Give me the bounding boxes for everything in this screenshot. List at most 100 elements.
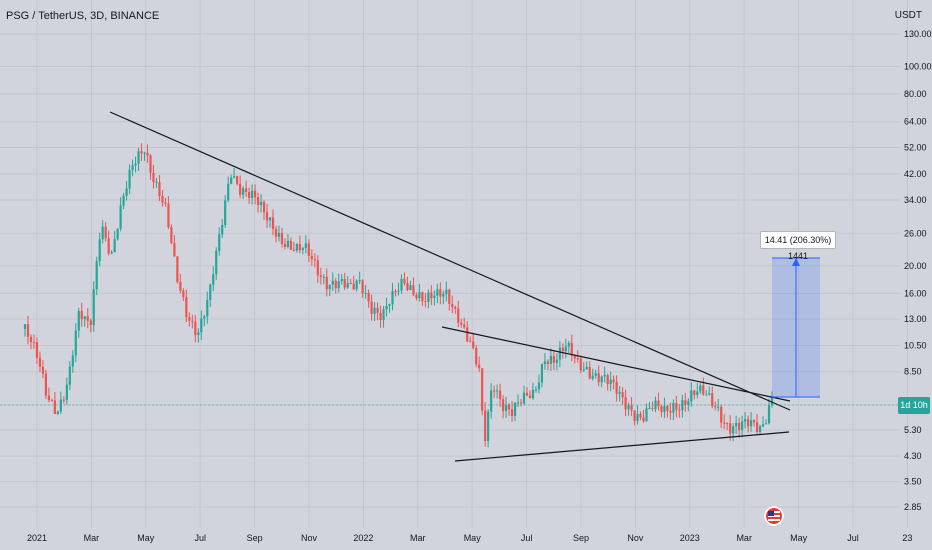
candle-body — [588, 366, 591, 379]
candle-body — [585, 366, 588, 370]
candle-body — [343, 278, 346, 288]
candle-body — [218, 234, 221, 251]
candle-body — [729, 423, 732, 434]
candle-body — [409, 285, 412, 291]
candle-body — [26, 324, 30, 337]
candle-body — [433, 295, 436, 299]
candle-body — [594, 373, 597, 376]
candle-body — [466, 327, 469, 342]
candle-body — [167, 203, 170, 228]
candle-body — [134, 163, 137, 166]
trendlines — [109, 111, 791, 462]
candle-body — [484, 410, 487, 441]
candle-body — [400, 278, 403, 291]
candle-body — [125, 188, 128, 196]
candle-body — [104, 226, 107, 239]
price-tick-label: 52.00 — [904, 142, 927, 152]
candle-body — [242, 188, 245, 195]
candle-body — [143, 152, 146, 154]
candle-body — [755, 422, 759, 433]
candle-body — [298, 243, 301, 251]
candle-body — [633, 410, 636, 421]
candle-body — [29, 336, 33, 342]
time-axis[interactable]: 2021 Mar May Jul Sep Nov 2022 Mar May Jul Sep Nov 20… — [27, 533, 912, 543]
candle-body — [35, 342, 39, 358]
candle-body — [77, 310, 80, 331]
candle-body — [41, 366, 45, 374]
candle-body — [412, 285, 415, 295]
candle-body — [191, 320, 194, 322]
candle-body — [738, 422, 741, 431]
lower-triangle-trendline[interactable] — [454, 431, 790, 462]
candle-body — [331, 280, 334, 285]
candle-body — [424, 301, 427, 303]
candle-body — [179, 282, 182, 291]
candle-body — [74, 330, 77, 356]
currency-label: USDT — [894, 10, 922, 21]
candle-body — [170, 227, 173, 244]
candle-body — [660, 406, 663, 412]
candle-body — [301, 248, 304, 251]
time-tick-label: Jul — [521, 533, 533, 543]
candle-body — [200, 318, 203, 333]
candle-body — [322, 276, 325, 278]
candle-body — [537, 382, 541, 390]
candle-body — [340, 278, 343, 282]
candle-body — [714, 406, 717, 408]
candle-body — [334, 280, 337, 289]
candle-body — [113, 239, 116, 253]
candle-body — [507, 404, 511, 410]
candle-body — [516, 402, 520, 404]
candle-body — [546, 361, 549, 364]
candle-body — [394, 291, 397, 293]
candle-body — [627, 405, 630, 410]
candle-body — [687, 401, 690, 405]
candle-body — [376, 307, 379, 313]
candle-body — [418, 292, 421, 299]
candle-body — [439, 289, 442, 297]
candle-body — [47, 395, 51, 401]
candle-body — [744, 419, 747, 422]
candle-body — [23, 324, 27, 330]
candle-body — [188, 317, 191, 321]
candle-body — [490, 390, 493, 412]
time-tick-label: Sep — [247, 533, 263, 543]
price-tick-label: 13.00 — [904, 314, 927, 324]
candle-body — [442, 294, 445, 297]
symbol-title[interactable]: PSG / TetherUS, 3D, BINANCE — [6, 10, 160, 22]
candle-body — [250, 190, 254, 198]
current-price-tag: 1d 10h — [898, 397, 930, 414]
candle-body — [752, 420, 756, 423]
price-axis[interactable]: 2.85 3.50 4.30 5.30 8.50 10.50 13.00 16.00 20.00… — [904, 29, 932, 512]
candle-body — [364, 292, 367, 294]
price-tick-label: 64.00 — [904, 117, 927, 127]
candle-body — [155, 181, 158, 183]
candle-body — [212, 274, 215, 285]
candle-body — [182, 290, 185, 298]
candle-body — [80, 310, 83, 320]
measure-tool[interactable] — [772, 257, 820, 398]
candle-body — [406, 283, 409, 291]
candle-body — [570, 342, 573, 356]
candle-body — [522, 392, 526, 404]
candle-body — [337, 281, 340, 289]
descending-trendline[interactable] — [109, 111, 791, 411]
time-tick-label: Jul — [194, 533, 206, 543]
candle-body — [89, 320, 92, 326]
candle-body — [430, 292, 433, 299]
candle-body — [248, 191, 251, 198]
candle-body — [325, 276, 328, 290]
candle-body — [397, 290, 400, 292]
price-tick-label: 16.00 — [904, 288, 927, 298]
candle-body — [618, 392, 621, 394]
candle-body — [481, 368, 484, 411]
candle-body — [612, 379, 615, 382]
candle-body — [624, 397, 627, 410]
upper-triangle-trendline[interactable] — [441, 326, 791, 402]
grid-vertical — [36, 0, 908, 528]
us-flag-icon[interactable] — [764, 506, 784, 526]
candle-body — [636, 413, 639, 421]
candle-body — [451, 304, 454, 308]
